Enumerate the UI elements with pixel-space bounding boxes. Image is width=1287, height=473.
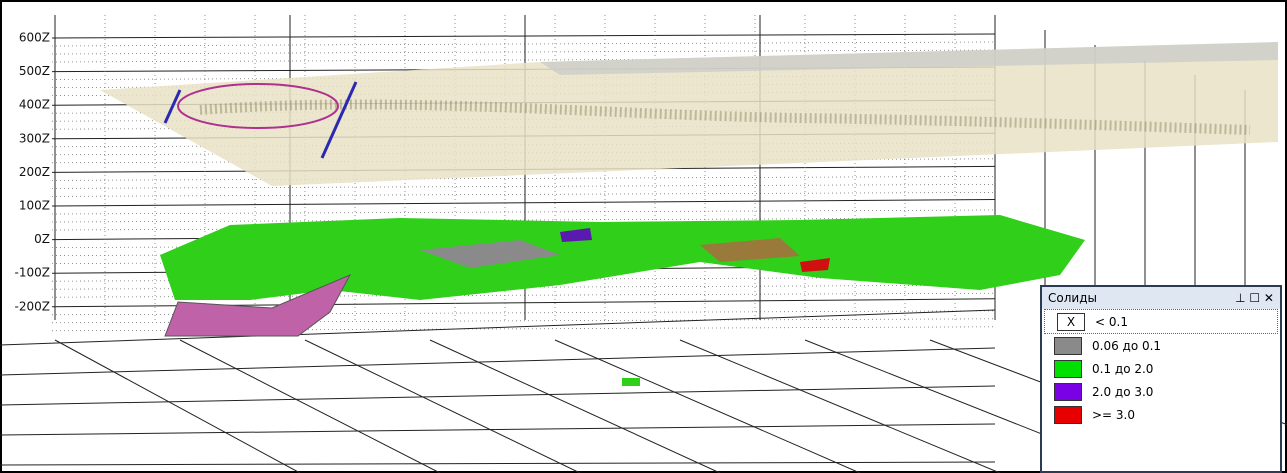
grid-line — [51, 199, 996, 207]
plan-plane — [100, 42, 1278, 186]
legend-label: 0.1 до 2.0 — [1092, 361, 1154, 376]
panel-title: Солиды — [1048, 291, 1097, 305]
z-tick-label: -200Z — [15, 299, 50, 313]
panel-titlebar: Солиды ⊥ ☐ ✕ — [1042, 287, 1280, 309]
legend-items: X < 0.1 0.06 до 0.1 0.1 до 2.0 2.0 до 3.0 >= … — [1042, 309, 1280, 426]
solids-red — [800, 258, 830, 272]
solids-fragment — [622, 378, 640, 386]
section-line — [163, 89, 182, 124]
plane-edge — [540, 42, 1278, 75]
legend-item[interactable]: >= 3.0 — [1042, 403, 1280, 426]
legend-label: 0.06 до 0.1 — [1092, 338, 1162, 353]
grid-line — [54, 339, 301, 473]
grid-line — [0, 423, 996, 436]
legend-item[interactable]: 0.06 до 0.1 — [1042, 334, 1280, 357]
legend-swatch — [1054, 336, 1082, 355]
z-tick-label: 300Z — [19, 131, 50, 145]
legend-panel: Солиды ⊥ ☐ ✕ X < 0.1 0.06 до 0.1 0.1 до 2.0… — [1040, 285, 1282, 473]
legend-label: 2.0 до 3.0 — [1092, 384, 1154, 399]
legend-swatch — [1054, 405, 1082, 424]
solids-brown — [700, 238, 800, 262]
legend-label: < 0.1 — [1095, 314, 1128, 329]
section-line — [320, 81, 358, 159]
legend-item[interactable]: X < 0.1 — [1044, 309, 1278, 334]
grid-line — [0, 385, 996, 406]
z-tick-label: 0Z — [34, 232, 50, 246]
z-tick-label: 200Z — [19, 165, 50, 179]
grid-line — [0, 309, 996, 346]
z-axis: 600Z 500Z 400Z 300Z 200Z 100Z 0Z -100Z -200Z — [15, 31, 50, 314]
z-tick-label: 600Z — [19, 31, 50, 45]
z-tick-label: 500Z — [19, 64, 50, 78]
z-tick-label: 100Z — [19, 199, 50, 213]
legend-swatch — [1054, 359, 1082, 378]
panel-controls[interactable]: ⊥ ☐ ✕ — [1235, 291, 1274, 305]
survey-points — [199, 99, 1251, 135]
solids-gray — [420, 240, 560, 268]
grid-line — [0, 461, 996, 466]
z-tick-label: 400Z — [19, 98, 50, 112]
legend-swatch: X — [1057, 312, 1085, 331]
magenta-solid — [164, 273, 352, 337]
legend-label: >= 3.0 — [1092, 407, 1136, 422]
grid-line — [179, 339, 441, 473]
highlight-ellipse — [177, 83, 339, 129]
grid-line — [304, 339, 581, 473]
legend-swatch — [1054, 382, 1082, 401]
solids-body — [160, 215, 1085, 300]
legend-item[interactable]: 0.1 до 2.0 — [1042, 357, 1280, 380]
solids-purple — [560, 228, 592, 242]
grid-line — [679, 339, 1001, 473]
grid-line — [554, 339, 861, 473]
grid-line — [0, 347, 996, 376]
legend-item[interactable]: 2.0 до 3.0 — [1042, 380, 1280, 403]
grid-line — [51, 33, 996, 39]
z-tick-label: -100Z — [15, 266, 50, 280]
